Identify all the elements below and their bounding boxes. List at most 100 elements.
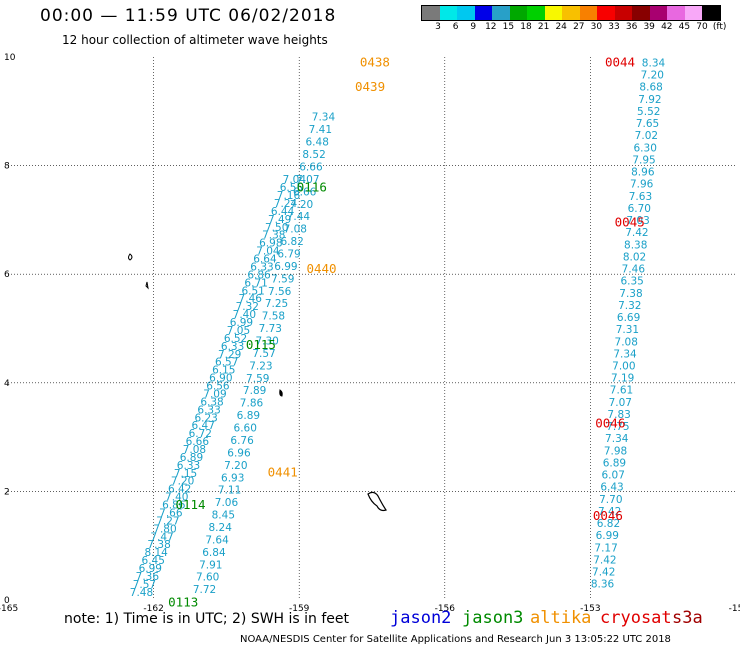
swh-value-label: 6.33	[177, 460, 200, 472]
swh-value-label: 7.30	[255, 336, 278, 348]
grid-lines	[8, 57, 736, 600]
scale-label: 39	[643, 22, 655, 32]
swh-value-label: 6.70	[628, 203, 651, 215]
x-tick-label: -156	[435, 604, 456, 614]
swh-value-label: 5.52	[637, 106, 660, 118]
swh-tracks: 7.487.577.366.996.458.147.387.477.807.27…	[130, 57, 666, 598]
swh-value-label: 7.03	[626, 215, 649, 227]
swh-value-label: 7.59	[271, 273, 294, 285]
y-tick-label: 8	[4, 162, 10, 172]
swh-value-label: 6.82	[597, 518, 620, 530]
pass-number-label: 0439	[355, 79, 385, 94]
swh-value-label: 8.02	[623, 251, 646, 263]
swh-value-label: 7.65	[636, 118, 659, 130]
scale-swatch	[509, 6, 527, 20]
scale-swatch	[562, 6, 580, 20]
swh-value-label: 7.29	[218, 349, 241, 361]
scale-label: 21	[537, 22, 550, 32]
swh-value-label: 7.86	[240, 398, 264, 410]
pass-number-label: 0113	[168, 595, 198, 610]
swh-value-label: 7.56	[268, 286, 292, 298]
pass-number-label: 0114	[175, 497, 205, 512]
swh-value-label: 8.96	[631, 167, 655, 179]
scale-label: 36	[625, 22, 638, 32]
scale-label: 45	[678, 22, 691, 32]
swh-value-label: 6.93	[221, 472, 244, 484]
pass-number-label: 0046	[595, 416, 625, 431]
scale-swatch	[579, 6, 597, 20]
swh-value-label: 7.83	[607, 409, 630, 421]
swh-value-label: 6.07	[602, 470, 625, 482]
scale-swatch	[422, 6, 440, 20]
swh-value-label: 6.96	[227, 447, 251, 459]
scale-label: 12	[485, 22, 497, 32]
swh-value-label: 6.82	[280, 236, 303, 248]
swh-value-label: 7.31	[616, 324, 639, 336]
pass-number-label: 0441	[268, 464, 298, 479]
swh-value-label: 7.46	[622, 264, 646, 276]
swh-value-label: 7.61	[610, 385, 633, 397]
swh-value-label: 8.38	[624, 239, 647, 251]
swh-value-label: 7.44	[287, 211, 311, 223]
x-tick-label: -162	[143, 604, 163, 614]
swh-value-label: 6.33	[221, 341, 244, 353]
land-outlines	[128, 253, 387, 512]
swh-value-label: 7.38	[262, 230, 285, 242]
swh-value-label: 6.15	[212, 365, 235, 377]
satellite-name-s3a: s3a	[672, 608, 703, 628]
swh-value-label: 8.68	[639, 82, 662, 94]
swh-value-label: 7.64	[205, 534, 229, 546]
swh-value-label: 7.24	[274, 198, 298, 210]
satellite-name-altika: altika	[530, 608, 592, 628]
x-tick-label: -15	[729, 604, 740, 614]
swh-value-label: 7.08	[183, 444, 206, 456]
pass-number-label: 0438	[360, 54, 390, 69]
scale-swatch	[632, 6, 650, 20]
map-subtitle: 12 hour collection of altimeter wave hei…	[62, 33, 328, 47]
swh-value-label: 6.60	[234, 423, 257, 435]
y-tick-label: 2	[4, 487, 10, 497]
pass-number-label: 0044	[605, 54, 635, 69]
scale-swatch	[667, 6, 685, 20]
y-tick-label: 0	[4, 596, 10, 606]
y-tick-label: 10	[4, 53, 16, 63]
scale-label: 27	[573, 22, 585, 32]
swh-value-label: 7.32	[618, 300, 641, 312]
swh-value-label: 6.64	[253, 254, 277, 266]
swh-value-label: 6.72	[189, 428, 212, 440]
swh-value-label: 6.43	[600, 482, 623, 494]
swh-value-label: 6.42	[168, 484, 191, 496]
swh-value-label: 7.34	[605, 433, 629, 445]
swh-value-label: 6.84	[202, 547, 226, 559]
swh-value-label: 7.20	[290, 199, 313, 211]
swh-value-label: 7.50	[265, 222, 288, 234]
swh-value-label: 6.47	[192, 420, 215, 432]
swh-value-label: 7.41	[309, 124, 332, 136]
swh-value-label: 7.57	[133, 579, 156, 591]
swh-value-label: 7.07	[609, 397, 632, 409]
swh-value-label: 6.86	[247, 269, 271, 281]
swh-value-label: 6.86	[162, 500, 186, 512]
swh-value-label: 7.91	[199, 559, 222, 571]
swh-value-label: 8.52	[302, 149, 325, 161]
scale-label: 15	[502, 22, 515, 32]
swh-value-label: 7.34	[312, 112, 336, 124]
swh-value-label: 6.66	[186, 436, 210, 448]
swh-value-label: 7.46	[239, 293, 263, 305]
island-outline	[128, 253, 133, 261]
swh-value-label: 7.08	[284, 224, 307, 236]
swh-value-label: 7.20	[171, 476, 194, 488]
swh-value-label: 7.40	[233, 309, 256, 321]
swh-value-label: 6.89	[603, 457, 626, 469]
swh-value-label: 7.66	[159, 507, 183, 519]
pass-number-label: 0116	[297, 179, 327, 194]
swh-value-label: 7.16	[277, 190, 301, 202]
swh-value-label: 7.70	[599, 494, 622, 506]
swh-value-label: 7.59	[246, 373, 269, 385]
footer-note: note: 1) Time is in UTC; 2) SWH is in fe…	[64, 611, 350, 627]
swh-value-label: 7.42	[598, 506, 621, 518]
swh-value-label: 6.35	[620, 276, 643, 288]
swh-value-label: 7.57	[252, 348, 275, 360]
scale-label: 70	[696, 22, 708, 32]
